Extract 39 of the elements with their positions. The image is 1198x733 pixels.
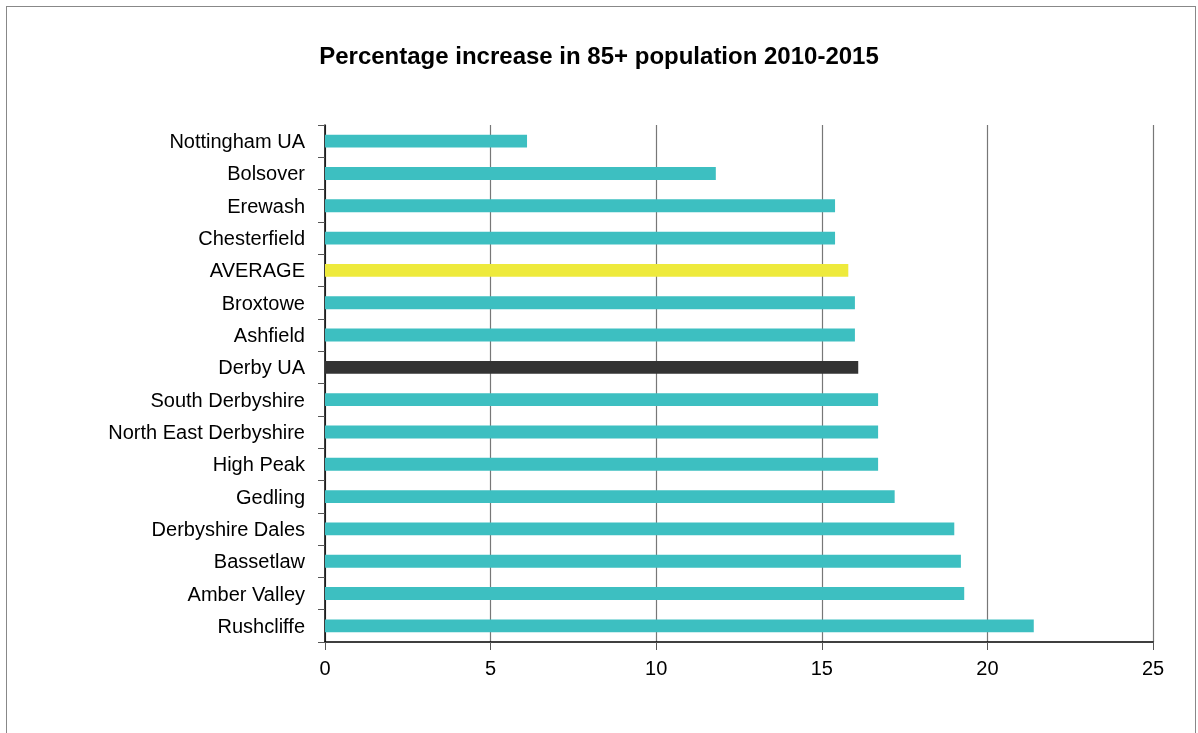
x-tick-label: 25 [1141, 657, 1165, 679]
y-tick-label: Broxtowe [221, 291, 305, 314]
bar [325, 554, 961, 568]
bar [325, 263, 849, 277]
bar [325, 457, 879, 471]
y-tick-label: Bolsover [227, 162, 306, 185]
bar [325, 522, 955, 536]
bar [325, 393, 879, 407]
bar [325, 134, 528, 148]
y-tick-label: Ashfield [233, 324, 305, 347]
y-tick-label: Derby UA [218, 356, 306, 379]
bar [325, 587, 965, 600]
bar [325, 167, 716, 180]
y-tick-label: Bassetlaw [213, 550, 306, 573]
y-tick-label: Nottingham UA [169, 130, 306, 153]
x-tick-label: 5 [485, 657, 497, 679]
bar [325, 360, 859, 374]
bar [325, 199, 836, 213]
x-tick-label: 20 [976, 657, 999, 679]
y-tick-label: AVERAGE [209, 259, 305, 282]
x-tick-label: 0 [319, 657, 331, 679]
y-tick-label: Gedling [236, 485, 305, 508]
bar [325, 328, 855, 342]
bar [325, 619, 1034, 633]
y-tick-label: North East Derbyshire [108, 420, 305, 443]
y-tick-label: South Derbyshire [150, 388, 305, 411]
y-tick-label: Amber Valley [187, 582, 305, 605]
bar [325, 425, 879, 439]
x-tick-label: 10 [645, 657, 668, 679]
y-tick-label: Rushcliffe [217, 614, 305, 637]
bar [325, 231, 836, 245]
bar [325, 490, 895, 504]
y-tick-label: Chesterfield [198, 227, 305, 250]
y-tick-label: Derbyshire Dales [151, 517, 305, 540]
y-tick-label: High Peak [212, 453, 306, 476]
y-tick-label: Erewash [227, 194, 305, 217]
bar [325, 296, 855, 310]
x-tick-label: 15 [810, 657, 833, 679]
chart-title: Percentage increase in 85+ population 2010-2015 [319, 41, 879, 69]
